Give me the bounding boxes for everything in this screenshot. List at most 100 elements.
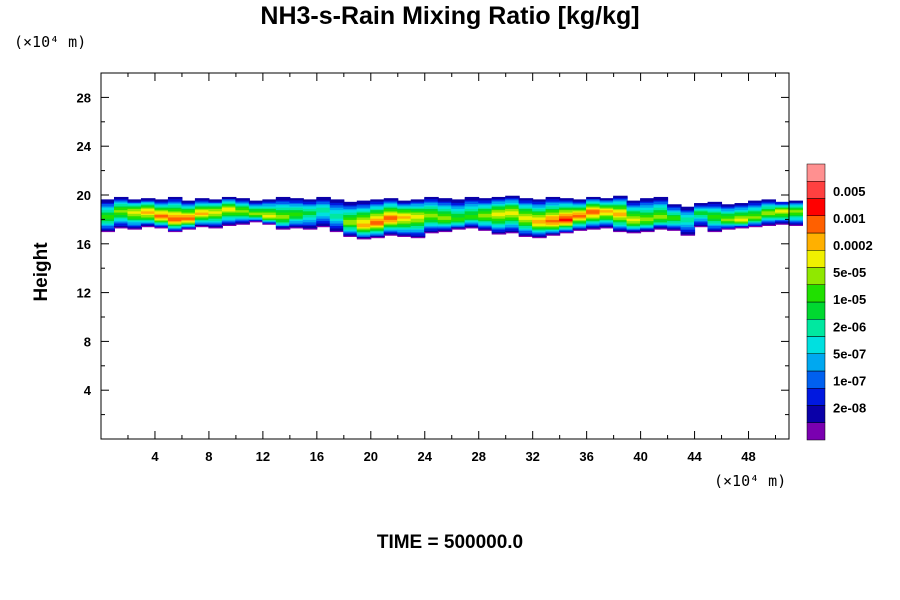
field-cell — [248, 211, 264, 214]
field-cell — [680, 217, 696, 220]
field-cell — [640, 227, 655, 230]
field-cell — [680, 215, 696, 218]
field-cell — [464, 223, 480, 226]
field-cell — [194, 209, 210, 212]
field-cell — [343, 201, 358, 205]
field-cell — [559, 203, 574, 206]
field-cell — [397, 205, 412, 208]
field-cell — [370, 212, 385, 216]
field-cell — [316, 222, 331, 225]
field-cell — [113, 207, 129, 211]
field-cell — [626, 206, 642, 209]
field-cell — [748, 222, 763, 225]
field-cell — [640, 200, 655, 203]
field-cell — [694, 222, 709, 225]
field-cell — [208, 220, 223, 223]
field-cell — [707, 215, 723, 218]
field-cell — [208, 201, 223, 205]
colorbar-swatch — [806, 198, 826, 216]
field-cell — [329, 220, 345, 223]
field-cell — [532, 233, 547, 236]
field-cell — [721, 206, 736, 209]
field-cell — [275, 200, 291, 203]
field-cell — [289, 205, 304, 208]
field-cell — [167, 220, 183, 223]
field-cell — [721, 212, 736, 216]
field-cell — [464, 222, 480, 225]
field-cell — [289, 211, 304, 214]
field-cell — [181, 200, 196, 203]
field-cell — [572, 204, 588, 207]
field-cell — [613, 210, 628, 213]
field-cell — [721, 205, 736, 208]
field-cell — [221, 207, 237, 211]
field-cell — [707, 218, 723, 222]
field-cell — [316, 199, 331, 202]
field-cell — [694, 203, 709, 206]
plot-border — [100, 72, 790, 440]
field-cell — [370, 225, 385, 228]
field-cell — [518, 206, 534, 209]
field-cell — [653, 221, 669, 224]
field-cell — [383, 217, 399, 220]
field-cell — [289, 217, 304, 220]
field-cell — [667, 207, 682, 211]
field-cell — [100, 228, 115, 231]
field-cell — [370, 223, 385, 226]
field-cell — [478, 209, 493, 212]
field-cell — [329, 200, 345, 203]
field-cell — [424, 200, 439, 203]
field-cell — [613, 220, 628, 223]
field-cell — [356, 233, 372, 236]
field-cell — [221, 196, 237, 200]
field-cell — [275, 198, 291, 201]
field-cell — [680, 227, 696, 230]
field-cell — [343, 209, 358, 212]
field-cell — [302, 205, 318, 208]
field-cell — [289, 226, 304, 229]
field-cell — [667, 215, 682, 218]
field-cell — [208, 217, 223, 220]
field-cell — [640, 228, 655, 231]
field-cell — [275, 227, 291, 230]
field-cell — [572, 209, 588, 212]
field-cell — [491, 200, 507, 203]
field-cell — [478, 221, 493, 224]
field-cell — [518, 210, 534, 213]
field-cell — [464, 210, 480, 213]
field-cell — [572, 218, 588, 222]
field-cell — [194, 205, 210, 208]
field-cell — [734, 217, 750, 220]
field-cell — [181, 215, 196, 218]
field-cell — [343, 221, 358, 224]
field-cell — [532, 215, 547, 218]
field-cell — [113, 210, 129, 213]
field-cell — [464, 207, 480, 211]
field-cell — [707, 211, 723, 214]
field-cell — [167, 225, 183, 228]
field-cell — [775, 201, 790, 205]
field-cell — [383, 227, 399, 230]
field-cell — [545, 229, 561, 233]
field-cell — [410, 215, 426, 218]
field-cell — [694, 214, 709, 217]
field-cell — [356, 212, 372, 216]
field-cell — [491, 218, 507, 222]
field-cell — [127, 204, 142, 207]
field-cell — [491, 215, 507, 218]
field-cell — [208, 218, 223, 222]
field-cell — [262, 205, 277, 208]
field-cell — [343, 233, 358, 236]
field-cell — [343, 223, 358, 226]
field-cell — [505, 225, 520, 228]
field-cell — [491, 223, 507, 226]
field-cell — [626, 217, 642, 220]
field-cell — [208, 221, 223, 224]
field-cell — [302, 211, 318, 214]
field-cell — [154, 206, 169, 209]
field-cell — [599, 216, 615, 219]
field-cell — [302, 227, 318, 230]
field-cell — [667, 218, 682, 222]
field-cell — [775, 218, 790, 222]
field-cell — [437, 205, 453, 208]
